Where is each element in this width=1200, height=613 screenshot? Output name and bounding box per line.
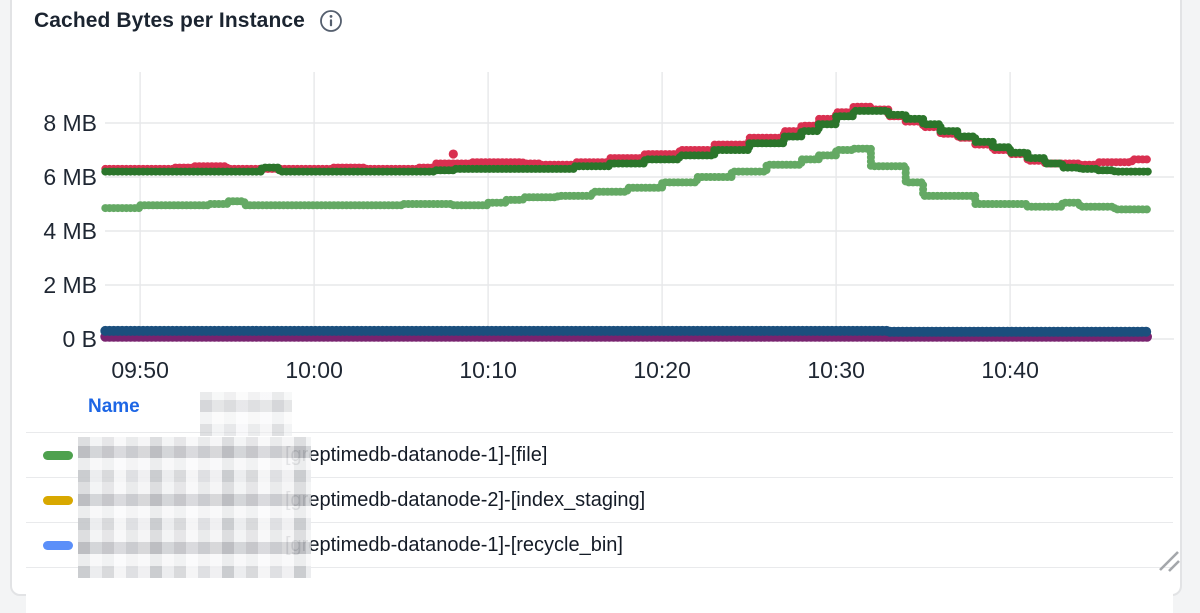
y-axis-tick-label: 8 MB <box>43 110 97 136</box>
x-axis-tick-label: 10:00 <box>285 357 343 383</box>
series-light-green <box>101 144 1154 214</box>
legend-label: [greptimedb-datanode-2]-[index_staging] <box>285 488 646 511</box>
series-red-outlier-point <box>448 149 458 159</box>
cached-bytes-chart[interactable]: 09:50 10:00 10:10 10:20 10:30 10:40 0 B 2 MB 4 M… <box>10 60 1180 390</box>
y-axis-tick-label: 6 MB <box>43 164 97 190</box>
redacted-text-overlay <box>200 392 292 436</box>
panel-resize-handle[interactable] <box>1154 546 1180 572</box>
x-axis-tick-label: 10:40 <box>981 357 1039 383</box>
x-axis-tick-label: 10:10 <box>459 357 517 383</box>
gridlines <box>105 72 1174 340</box>
y-axis-tick-label: 2 MB <box>43 272 97 298</box>
legend-sort-name[interactable]: Name <box>88 396 140 417</box>
series-color-marker <box>43 495 73 505</box>
x-axis-tick-label: 10:20 <box>633 357 691 383</box>
info-icon[interactable] <box>319 9 343 33</box>
x-axis-tick-label: 10:30 <box>807 357 865 383</box>
legend-label: [greptimedb-datanode-1]-[file] <box>285 443 548 466</box>
legend-label: [greptimedb-datanode-1]-[recycle_bin] <box>285 533 623 556</box>
x-axis-tick-label: 09:50 <box>111 357 169 383</box>
series-navy <box>100 325 1155 337</box>
panel-header: Cached Bytes per Instance <box>34 6 343 36</box>
series-color-marker <box>43 540 73 550</box>
series-color-marker <box>43 450 73 460</box>
series-dark-green <box>101 106 1154 176</box>
legend-header-row: Name <box>26 390 1173 433</box>
y-axis-tick-label: 4 MB <box>43 218 97 244</box>
y-axis-tick-label: 0 B <box>62 326 97 352</box>
redacted-text-overlay <box>78 437 311 578</box>
panel-title: Cached Bytes per Instance <box>34 9 305 32</box>
